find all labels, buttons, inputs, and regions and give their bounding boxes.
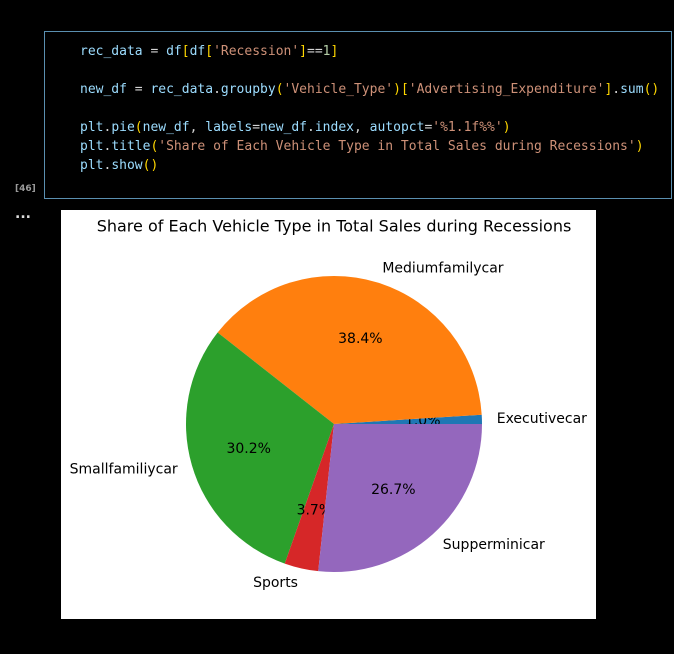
pie-slice xyxy=(318,424,482,572)
slice-label: Executivecar xyxy=(497,411,587,427)
value-label: 38.4% xyxy=(338,331,382,347)
slice-label: Sports xyxy=(253,575,298,591)
chart: Share of Each Vehicle Type in Total Sale… xyxy=(61,210,596,619)
chart-title: Share of Each Vehicle Type in Total Sale… xyxy=(97,217,572,236)
pie-slice xyxy=(284,424,334,572)
code-line: new_df = rec_data.groupby('Vehicle_Type'… xyxy=(80,82,660,97)
slice-label: Smallfamiliycar xyxy=(70,461,178,477)
value-label: 30.2% xyxy=(226,441,270,457)
code-line: plt.show() xyxy=(80,158,159,173)
value-label: 3.7% xyxy=(297,503,333,519)
pie-slice xyxy=(217,276,482,424)
slice-label: Mediumfamilycar xyxy=(382,261,503,277)
pie-slice xyxy=(185,332,334,564)
code-line: plt.title('Share of Each Vehicle Type in… xyxy=(80,139,644,154)
code-line: plt.pie(new_df, labels=new_df.index, aut… xyxy=(80,120,511,135)
cell-prompt: [46] xyxy=(15,184,36,194)
code-cell[interactable]: rec_data = df[df['Recession']==1] new_df … xyxy=(44,31,672,199)
code-line: rec_data = df[df['Recession']==1] xyxy=(80,44,339,59)
slice-label: Supperminicar xyxy=(443,537,545,553)
pie-slice xyxy=(334,414,482,424)
value-label: 26.7% xyxy=(371,482,415,498)
output-marker[interactable]: ... xyxy=(15,206,31,222)
